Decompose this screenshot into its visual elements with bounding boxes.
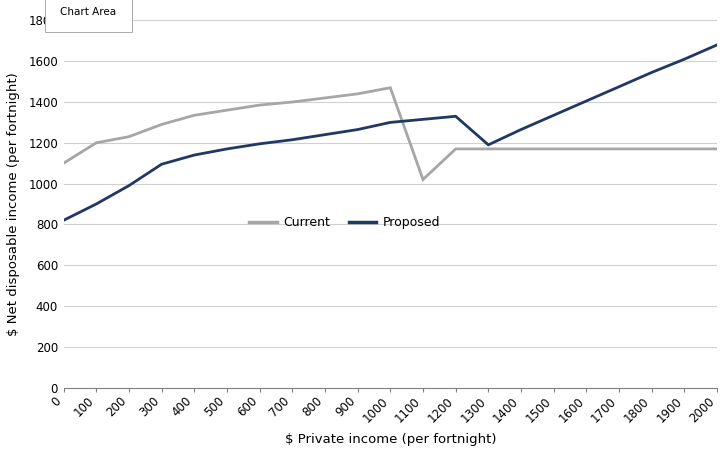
Current: [484, 146, 493, 152]
Y-axis label: $ Net disposable income (per fortnight): $ Net disposable income (per fortnight): [7, 72, 20, 336]
Current: [157, 122, 166, 127]
Proposed: [517, 127, 526, 132]
Proposed: [712, 42, 721, 48]
Current: [680, 146, 689, 152]
Proposed: [321, 132, 329, 137]
Proposed: [190, 152, 198, 158]
Proposed: [353, 127, 362, 132]
Proposed: [386, 120, 395, 125]
Current: [222, 107, 231, 113]
Current: [615, 146, 623, 152]
Current: [517, 146, 526, 152]
Current: [582, 146, 591, 152]
Proposed: [222, 146, 231, 152]
Proposed: [59, 217, 68, 223]
Current: [125, 134, 133, 140]
Current: [321, 95, 329, 101]
Proposed: [615, 84, 623, 89]
X-axis label: $ Private income (per fortnight): $ Private income (per fortnight): [285, 433, 496, 446]
Current: [288, 99, 297, 105]
Text: Chart Area: Chart Area: [60, 7, 117, 17]
Current: [451, 146, 460, 152]
Proposed: [125, 183, 133, 188]
Current: [550, 146, 558, 152]
Current: [256, 102, 264, 108]
Proposed: [451, 114, 460, 119]
Proposed: [256, 141, 264, 146]
Current: [92, 140, 101, 145]
Proposed: [288, 137, 297, 142]
Current: [418, 177, 427, 182]
Proposed: [582, 98, 591, 104]
Proposed: [484, 142, 493, 148]
Proposed: [550, 112, 558, 118]
Current: [190, 112, 198, 118]
Legend: Current, Proposed: Current, Proposed: [244, 212, 445, 235]
Current: [647, 146, 656, 152]
Proposed: [647, 70, 656, 75]
Proposed: [680, 57, 689, 62]
Current: [59, 160, 68, 166]
Current: [353, 91, 362, 96]
Current: [386, 85, 395, 91]
Line: Proposed: Proposed: [64, 45, 717, 220]
Line: Current: Current: [64, 88, 717, 179]
Current: [712, 146, 721, 152]
Proposed: [157, 162, 166, 167]
Proposed: [92, 201, 101, 207]
Proposed: [418, 116, 427, 122]
